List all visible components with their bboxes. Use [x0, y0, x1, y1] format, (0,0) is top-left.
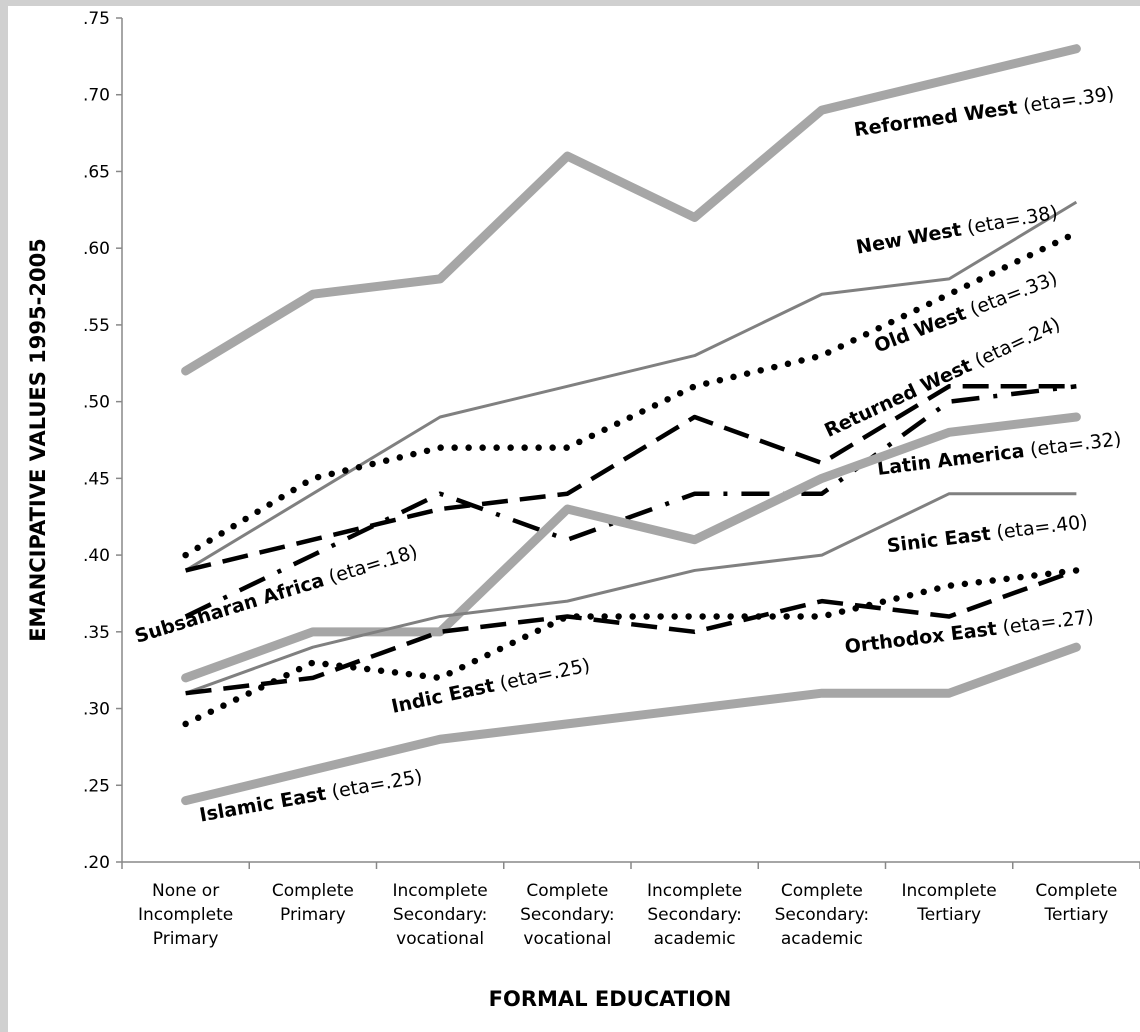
y-tick-label: .20	[83, 853, 110, 873]
x-tick-label: Incomplete Tertiary	[902, 881, 997, 925]
x-tick-label: Complete Tertiary	[1035, 881, 1117, 925]
x-axis-title: FORMAL EDUCATION	[489, 987, 732, 1011]
x-tick-label: Incomplete Secondary: academic	[647, 881, 742, 949]
y-tick-label: .40	[83, 546, 110, 566]
y-tick-label: .75	[83, 9, 110, 29]
series-line	[185, 384, 1077, 573]
background	[8, 6, 1140, 1032]
x-tick-label: Complete Secondary: vocational	[520, 881, 615, 949]
y-tick-label: .55	[83, 316, 110, 336]
x-tick-label: Complete Primary	[272, 881, 354, 925]
series-line	[182, 229, 1080, 559]
series-line	[181, 642, 1081, 806]
y-tick-label: .65	[83, 162, 110, 182]
y-axis-title: EMANCIPATIVE VALUES 1995-2005	[26, 238, 50, 642]
y-tick-label: .50	[83, 393, 110, 413]
series-line	[181, 412, 1081, 683]
series-line	[181, 44, 1081, 376]
y-tick-label: .35	[83, 623, 110, 643]
series-line	[184, 384, 1077, 619]
y-tick-label: .70	[83, 86, 110, 106]
y-tick-label: .45	[83, 469, 110, 489]
series-line	[185, 492, 1077, 695]
y-tick-label: .60	[83, 239, 110, 259]
x-tick-label: Complete Secondary: academic	[775, 881, 870, 949]
y-tick-label: .25	[83, 776, 110, 796]
series-line	[184, 200, 1078, 572]
x-tick-label: Incomplete Secondary: vocational	[393, 881, 488, 949]
x-tick-label: None or Incomplete Primary	[138, 881, 233, 949]
y-tick-label: .30	[83, 700, 110, 720]
series-line	[182, 567, 1080, 728]
